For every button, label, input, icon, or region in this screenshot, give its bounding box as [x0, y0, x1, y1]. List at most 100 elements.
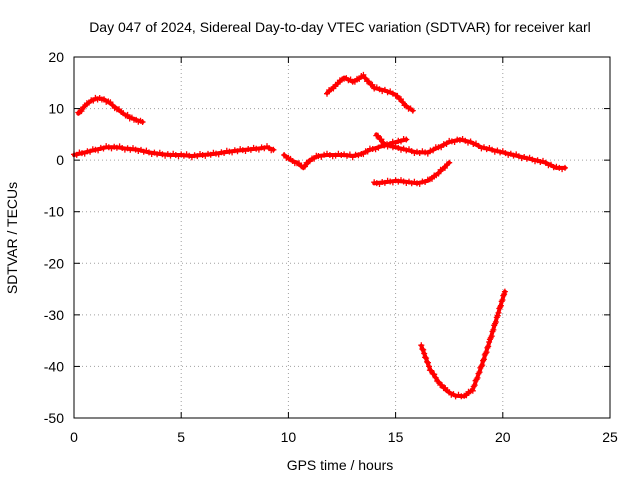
data-point-marker — [389, 144, 396, 151]
data-series-arc-early-high — [75, 94, 146, 125]
data-point-marker — [523, 155, 530, 162]
data-point-marker — [419, 346, 426, 352]
y-tick-label: -40 — [44, 358, 64, 374]
data-point-marker — [394, 92, 401, 99]
data-point-marker — [213, 150, 219, 157]
data-point-marker — [476, 369, 483, 376]
data-point-marker — [435, 170, 442, 177]
data-point-marker — [430, 147, 437, 154]
data-point-marker — [431, 371, 438, 378]
data-point-marker — [438, 144, 445, 151]
data-point-marker — [226, 148, 233, 155]
data-point-marker — [172, 152, 179, 158]
data-point-marker — [302, 163, 308, 170]
data-point-marker — [139, 119, 146, 125]
data-point-marker — [499, 297, 506, 303]
data-point-marker — [135, 148, 142, 154]
data-point-marker — [270, 146, 277, 153]
data-point-marker — [495, 309, 502, 316]
data-point-marker — [482, 350, 489, 357]
data-point-marker — [403, 136, 410, 143]
data-point-marker — [483, 349, 490, 356]
chart-title: Day 047 of 2024, Sidereal Day-to-day VTE… — [89, 19, 591, 35]
data-point-marker — [346, 151, 353, 158]
data-point-marker — [378, 136, 385, 143]
y-tick-label: -20 — [44, 255, 64, 271]
data-point-marker — [399, 99, 406, 106]
data-layer — [71, 71, 568, 400]
x-tick-label: 10 — [281, 429, 297, 445]
data-point-marker — [334, 81, 341, 87]
y-tick-label: 0 — [56, 152, 64, 168]
data-point-marker — [360, 71, 367, 78]
data-point-marker — [387, 178, 394, 185]
data-series-arc-afternoon — [373, 132, 568, 173]
data-point-marker — [559, 166, 566, 173]
data-point-marker — [456, 137, 463, 144]
data-point-marker — [403, 147, 410, 154]
y-tick-label: 20 — [48, 49, 64, 65]
data-point-marker — [324, 150, 330, 157]
data-point-marker — [199, 152, 206, 158]
data-point-marker — [443, 141, 450, 147]
x-tick-label: 5 — [177, 429, 185, 445]
data-point-marker — [105, 144, 112, 151]
data-point-marker — [398, 96, 404, 103]
data-point-marker — [425, 359, 431, 366]
data-point-marker — [483, 146, 490, 153]
data-point-marker — [438, 382, 445, 388]
data-series-arc-deep-valley — [418, 288, 508, 400]
grid-layer — [74, 57, 610, 418]
data-point-marker — [556, 164, 563, 171]
data-point-marker — [414, 148, 420, 155]
y-tick-label: -50 — [44, 410, 64, 426]
data-point-marker — [435, 378, 442, 385]
data-point-marker — [441, 165, 448, 171]
data-point-marker — [258, 144, 265, 151]
data-series-arc-dip — [281, 136, 410, 171]
plot-frame — [73, 56, 611, 419]
data-point-marker — [231, 147, 238, 154]
y-tick-label: -30 — [44, 307, 64, 323]
data-point-marker — [432, 374, 439, 381]
data-point-marker — [479, 362, 486, 369]
data-point-marker — [379, 179, 386, 185]
data-point-marker — [478, 363, 485, 370]
data-point-marker — [324, 90, 330, 97]
data-point-marker — [426, 363, 432, 370]
data-point-marker — [78, 108, 85, 115]
data-point-marker — [140, 148, 147, 155]
x-tick-label: 15 — [388, 429, 404, 445]
data-point-marker — [488, 333, 495, 340]
data-point-marker — [562, 164, 568, 171]
data-point-marker — [326, 152, 333, 158]
data-point-marker — [245, 146, 252, 152]
y-tick-label: -10 — [44, 204, 64, 220]
data-point-marker — [111, 143, 118, 150]
data-point-marker — [428, 367, 435, 374]
data-point-marker — [362, 75, 369, 82]
data-point-marker — [463, 392, 470, 399]
data-point-marker — [409, 107, 416, 114]
data-point-marker — [492, 319, 499, 325]
y-axis-label: SDTVAR / TECUs — [4, 182, 20, 294]
x-axis-label: GPS time / hours — [287, 457, 394, 473]
data-point-marker — [239, 147, 246, 154]
data-point-marker — [553, 163, 560, 170]
x-tick-label: 25 — [602, 429, 618, 445]
data-series-arc-low-rise — [371, 159, 453, 187]
data-series-line — [419, 289, 507, 399]
data-point-marker — [510, 152, 517, 159]
data-point-marker — [490, 326, 497, 333]
data-point-marker — [205, 150, 211, 157]
data-point-marker — [365, 78, 372, 85]
data-point-marker — [537, 159, 544, 165]
data-point-marker — [429, 175, 435, 182]
data-point-marker — [422, 149, 429, 156]
data-point-marker — [422, 354, 429, 361]
data-point-marker — [424, 150, 431, 157]
y-tick-label: 10 — [48, 101, 64, 117]
data-point-marker — [369, 81, 376, 88]
data-point-marker — [379, 88, 386, 95]
